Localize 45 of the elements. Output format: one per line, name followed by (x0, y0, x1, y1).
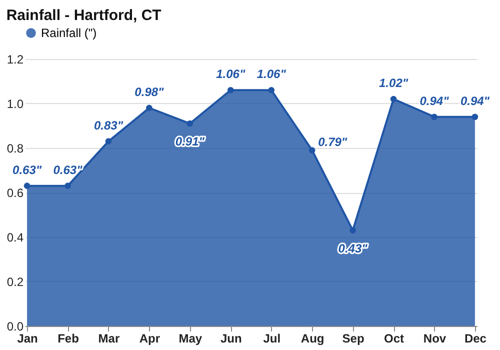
data-label: 1.06" (256, 67, 286, 82)
x-tick-label: Sep (342, 332, 364, 346)
point (64, 182, 71, 189)
data-label: 0.94" (420, 94, 450, 108)
data-label: 0.91" (175, 134, 205, 149)
x-tick-label: Jan (17, 332, 38, 346)
data-label: 1.02" (379, 76, 408, 90)
data-label: 0.94" (460, 94, 490, 108)
y-tick-label: 0.4 (6, 230, 24, 244)
point (268, 86, 275, 94)
y-tick-label: 1.2 (6, 52, 24, 66)
data-label: 0.63" (12, 162, 42, 177)
x-tick-label: Nov (423, 332, 446, 346)
point (350, 227, 356, 234)
point (472, 114, 478, 120)
y-tick-label: 0.8 (6, 142, 24, 156)
x-tick-label: Jul (263, 332, 281, 346)
y-tick-label: 1.0 (6, 97, 24, 111)
x-tick-label: Apr (139, 332, 160, 346)
point (24, 182, 30, 189)
point (105, 138, 112, 144)
data-label: 0.63" (53, 162, 83, 177)
y-tick-label: 0.2 (6, 275, 24, 289)
data-label: 0.43" (338, 241, 368, 256)
x-tick-label: Jun (220, 332, 242, 346)
point (227, 86, 234, 94)
x-tick-label: Feb (58, 332, 79, 346)
point (431, 114, 438, 120)
x-tick-label: Dec (464, 332, 487, 346)
x-tick-label: May (178, 332, 202, 346)
chart-title: Rainfall - Hartford, CT (6, 7, 162, 24)
legend-label: Rainfall (") (41, 26, 97, 40)
point (146, 104, 152, 112)
y-tick-label: 0.0 (6, 320, 24, 334)
data-label: 0.98" (134, 84, 164, 99)
point (390, 96, 397, 102)
x-tick-label: Oct (384, 332, 404, 346)
data-label: 1.06" (216, 67, 246, 82)
x-tick-label: Aug (300, 332, 324, 346)
y-tick-label: 0.6 (6, 186, 24, 200)
data-label: 0.79" (318, 135, 348, 150)
data-label: 0.83" (94, 118, 124, 132)
point (308, 147, 316, 154)
x-tick-label: Mar (98, 332, 120, 346)
point (186, 120, 194, 127)
